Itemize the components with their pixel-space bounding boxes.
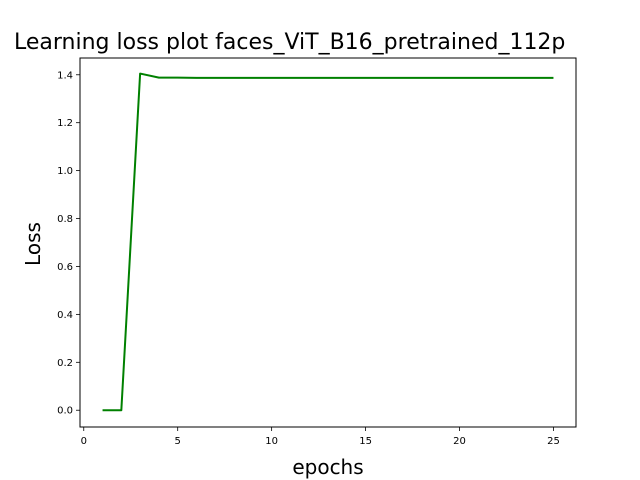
y-tick-label: 1.4 (57, 70, 73, 81)
y-tick-label: 0.0 (57, 406, 73, 417)
y-tick-label: 0.6 (57, 262, 73, 273)
x-tick-label: 15 (359, 436, 372, 447)
x-axis-label: epochs (292, 455, 363, 479)
axes-frame (79, 57, 577, 428)
y-tick-label: 0.4 (57, 310, 73, 321)
x-tick-label: 10 (265, 436, 278, 447)
loss-series-line (102, 72, 554, 412)
chart-title: Learning loss plot faces_ViT_B16_pretrai… (14, 30, 565, 55)
y-tick-label: 1.0 (57, 166, 73, 177)
y-tick-label: 1.2 (57, 118, 73, 129)
y-tick-label: 0.2 (57, 358, 73, 369)
y-axis-label: Loss (21, 222, 45, 266)
x-tick-label: 25 (547, 436, 560, 447)
y-tick-label: 0.8 (57, 214, 73, 225)
y-axis-ticks: 0.0 0.2 0.4 0.6 0.8 1.0 1.2 1.4 (57, 70, 80, 417)
x-tick-label: 20 (453, 436, 466, 447)
x-tick-label: 0 (81, 436, 87, 447)
x-axis-ticks: 0 5 10 15 20 25 (81, 427, 560, 447)
x-tick-label: 5 (175, 436, 181, 447)
plot-area (102, 72, 554, 412)
